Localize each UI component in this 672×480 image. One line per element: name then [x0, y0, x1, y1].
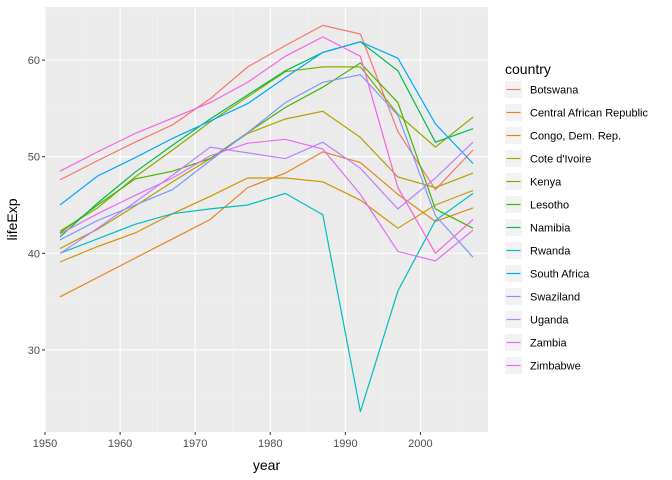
y-tick-label: 30: [28, 345, 40, 357]
legend-label-congo-dem-rep: Congo, Dem. Rep.: [530, 131, 621, 143]
legend-label-lesotho: Lesotho: [530, 200, 569, 212]
legend: country Botswana Central African Republic…: [505, 61, 649, 374]
series-line-botswana: [59, 24, 474, 191]
series-line-cote-d-ivoire: [59, 110, 474, 250]
y-tick-label: 50: [28, 152, 40, 164]
y-tick-label: 40: [28, 248, 40, 260]
plot-panel: [45, 7, 488, 432]
legend-label-swaziland: Swaziland: [530, 292, 580, 304]
legend-label-central-african-republic: Central African Republic: [530, 108, 649, 120]
series-line-swaziland: [59, 73, 474, 258]
legend-label-botswana: Botswana: [530, 85, 579, 97]
legend-label-namibia: Namibia: [530, 223, 571, 235]
y-axis: 30 40 50 60: [28, 55, 45, 357]
legend-label-cote-d-ivoire: Cote d'Ivoire: [530, 154, 591, 166]
x-tick-label: 1970: [183, 438, 207, 450]
legend-title: country: [505, 61, 551, 77]
y-tick-label: 60: [28, 55, 40, 67]
series-line-south-africa: [59, 41, 474, 206]
legend-label-zimbabwe: Zimbabwe: [530, 361, 581, 373]
legend-label-kenya: Kenya: [530, 177, 562, 189]
series-line-uganda: [59, 141, 474, 254]
major-gridlines: [44, 7, 488, 432]
x-tick-label: 1950: [33, 438, 57, 450]
minor-gridlines: [45, 7, 488, 432]
x-axis-title: year: [253, 457, 281, 473]
series-line-lesotho: [59, 62, 474, 234]
x-tick-label: 1960: [108, 438, 132, 450]
series-line-congo-dem-rep: [59, 177, 474, 263]
y-axis-title: lifeExp: [4, 198, 20, 240]
x-axis: 1950 1960 1970 1980 1990 2000: [33, 432, 433, 450]
series-line-zimbabwe: [59, 36, 474, 255]
legend-label-zambia: Zambia: [530, 338, 568, 350]
legend-items: Botswana Central African Republic Congo, D…: [505, 81, 649, 374]
legend-label-south-africa: South Africa: [530, 269, 590, 281]
x-tick-label: 1990: [333, 438, 357, 450]
series-line-zambia: [59, 138, 474, 262]
legend-label-uganda: Uganda: [530, 315, 569, 327]
series-line-namibia: [59, 41, 474, 238]
series-lines: [59, 24, 474, 412]
x-tick-label: 1980: [258, 438, 282, 450]
x-tick-label: 2000: [408, 438, 432, 450]
series-line-rwanda: [59, 192, 474, 412]
legend-label-rwanda: Rwanda: [530, 246, 571, 258]
